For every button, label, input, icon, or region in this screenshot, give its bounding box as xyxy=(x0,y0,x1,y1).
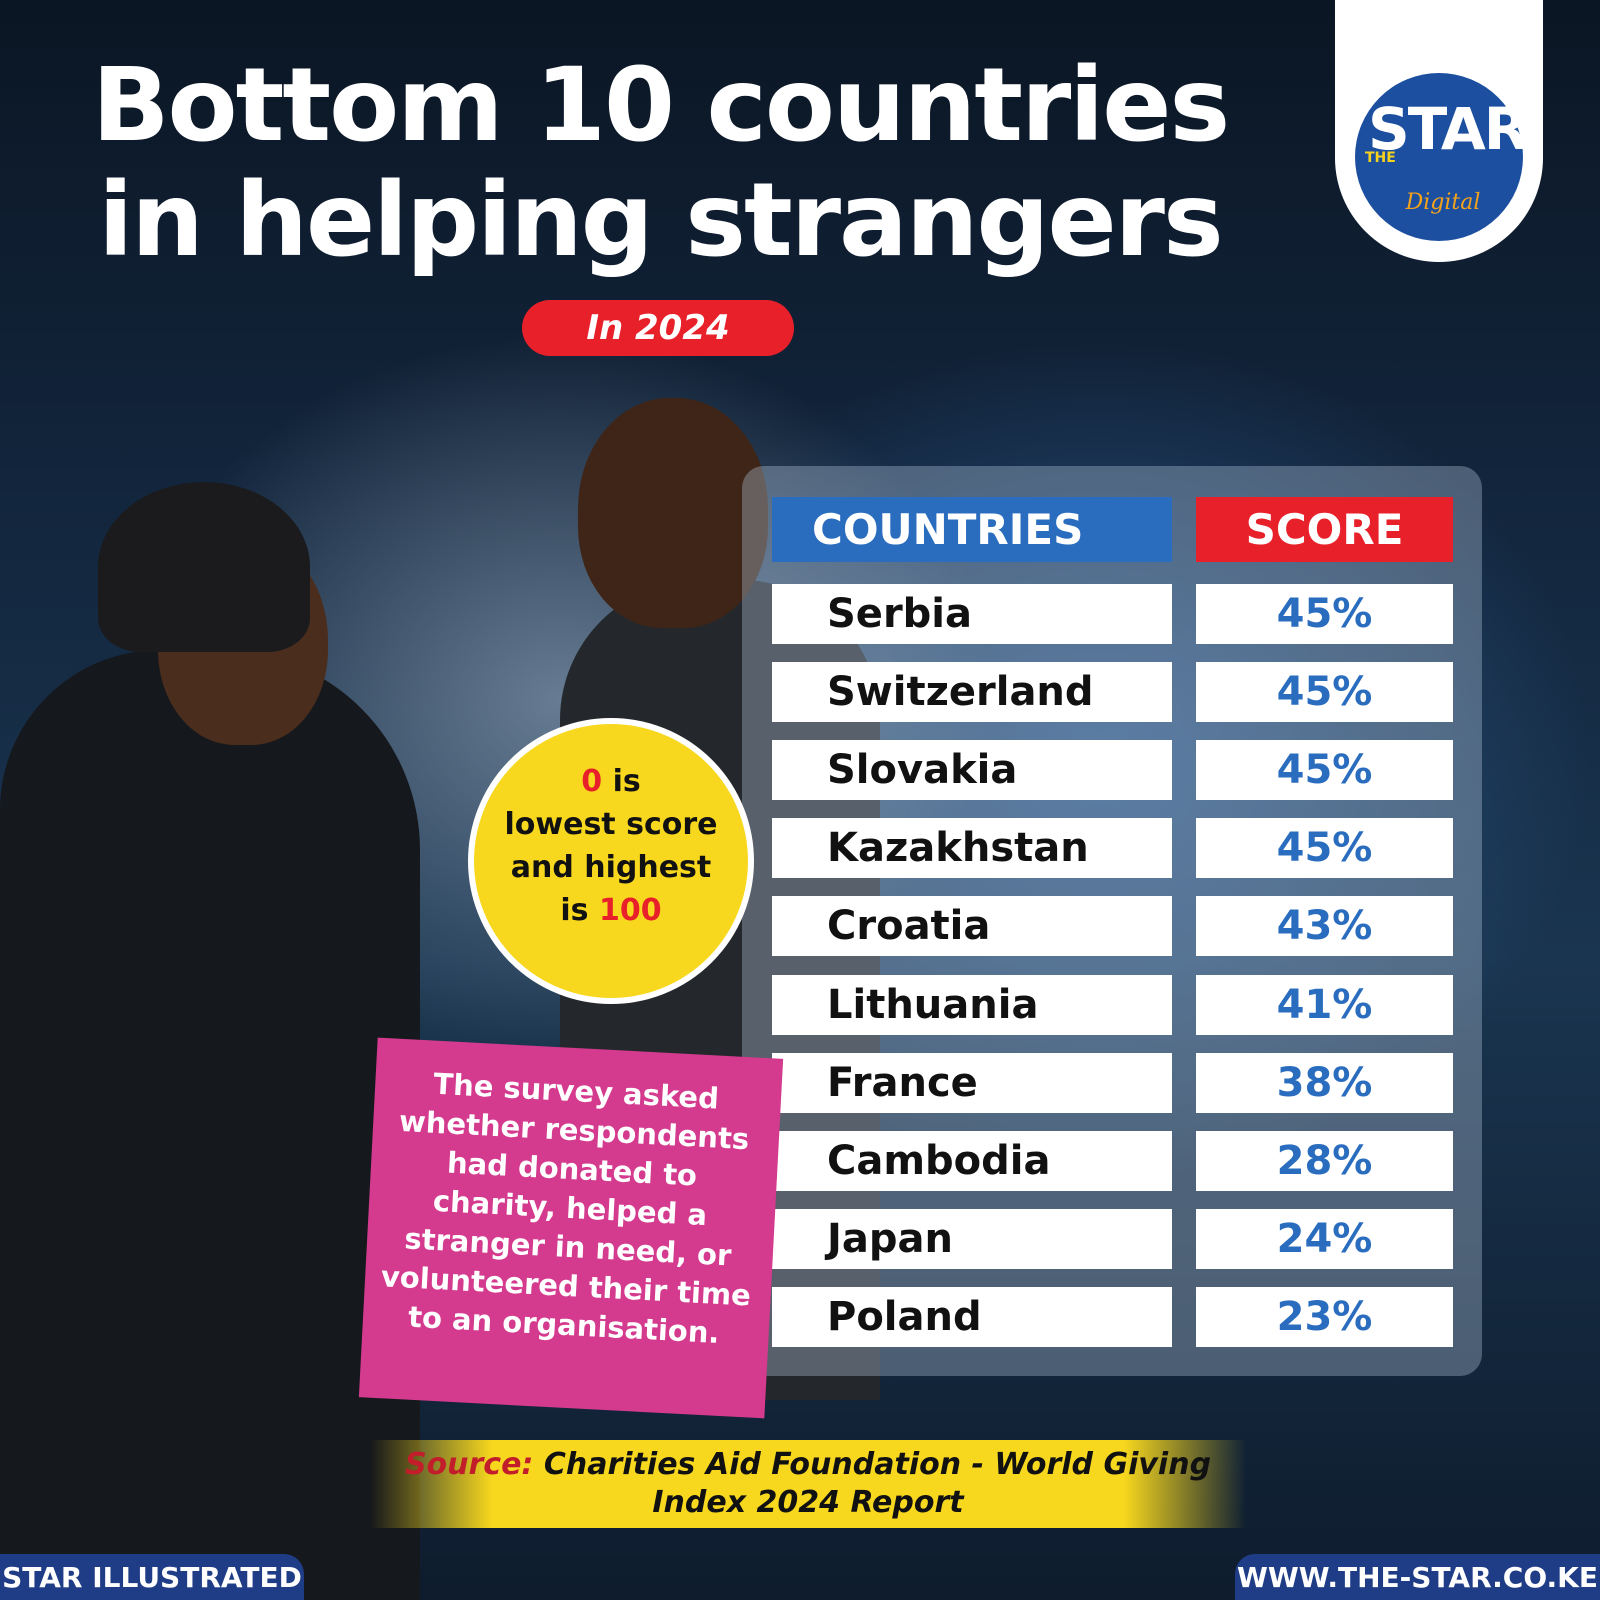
logo-sub: Digital xyxy=(1405,190,1481,215)
source-banner: Source: Charities Aid Foundation - World… xyxy=(370,1440,1246,1528)
column-header-score: SCORE xyxy=(1196,497,1453,562)
table-cell-score: 43% xyxy=(1196,896,1453,956)
logo-the: THE xyxy=(1365,150,1396,166)
table-cell-country: Kazakhstan xyxy=(772,818,1172,878)
table-cell-country: France xyxy=(772,1053,1172,1113)
title-line-1: Bottom 10 countries xyxy=(91,46,1230,165)
sticker-hundred: 100 xyxy=(598,893,662,928)
footer-brand: STAR ILLUSTRATED xyxy=(0,1554,304,1600)
table-cell-country: Japan xyxy=(772,1209,1172,1269)
sticker-line1: is xyxy=(602,764,641,799)
star-logo-icon xyxy=(1355,73,1523,241)
score-range-sticker xyxy=(468,718,754,1004)
photo-man-right-head xyxy=(578,398,768,628)
table-cell-country: Poland xyxy=(772,1287,1172,1347)
photo-man-left-hat xyxy=(98,482,310,652)
table-cell-score: 45% xyxy=(1196,584,1453,644)
table-cell-score: 28% xyxy=(1196,1131,1453,1191)
table-cell-country: Cambodia xyxy=(772,1131,1172,1191)
footer-website-link[interactable]: WWW.THE-STAR.CO.KE xyxy=(1235,1554,1600,1600)
survey-note-text: The survey asked whether respondents had… xyxy=(380,1066,752,1350)
table-cell-score: 38% xyxy=(1196,1053,1453,1113)
sticker-zero: 0 xyxy=(581,764,603,799)
table-cell-country: Croatia xyxy=(772,896,1172,956)
logo-name: STAR xyxy=(1368,95,1528,163)
source-label: Source: xyxy=(404,1447,534,1482)
sticker-text: 0 is lowest score and highest is 100 xyxy=(488,760,734,932)
table-cell-score: 41% xyxy=(1196,975,1453,1035)
sticker-line3: and highest xyxy=(510,850,712,885)
table-cell-country: Slovakia xyxy=(772,740,1172,800)
year-badge: In 2024 xyxy=(522,300,794,356)
sticker-line2: lowest score xyxy=(504,807,718,842)
title-line-2: in helping strangers xyxy=(98,161,1223,280)
table-cell-score: 45% xyxy=(1196,818,1453,878)
table-cell-country: Switzerland xyxy=(772,662,1172,722)
table-cell-country: Lithuania xyxy=(772,975,1172,1035)
table-cell-score: 45% xyxy=(1196,662,1453,722)
table-cell-score: 24% xyxy=(1196,1209,1453,1269)
photo-man-left-body xyxy=(0,650,420,1600)
source-text: Charities Aid Foundation - World Giving … xyxy=(533,1447,1212,1520)
table-cell-score: 45% xyxy=(1196,740,1453,800)
table-cell-country: Serbia xyxy=(772,584,1172,644)
sticker-line4: is xyxy=(560,893,599,928)
table-cell-score: 23% xyxy=(1196,1287,1453,1347)
column-header-countries: COUNTRIES xyxy=(772,497,1172,562)
